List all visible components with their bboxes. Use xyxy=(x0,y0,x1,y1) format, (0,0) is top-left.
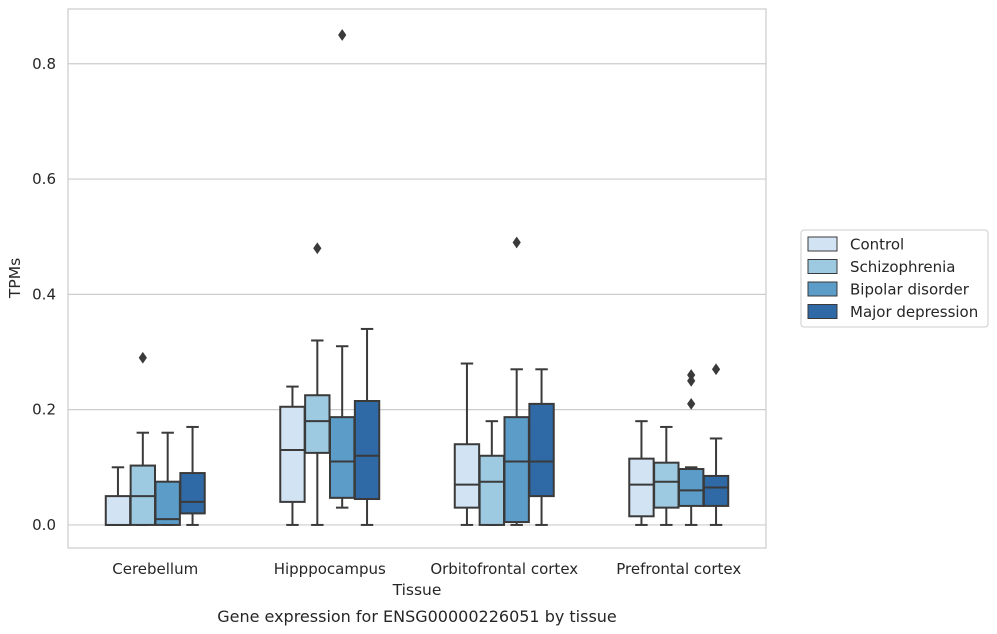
y-tick-label: 0.0 xyxy=(32,516,56,534)
box-schizophrenia-cerebellum xyxy=(129,351,157,526)
outlier-point xyxy=(338,29,347,41)
y-tick-label: 0.2 xyxy=(32,401,56,419)
box-iqr xyxy=(503,416,530,524)
box-bipolar-disorder-hipppocampus xyxy=(328,29,356,509)
outlier-point xyxy=(512,236,521,249)
box-schizophrenia-orbitofrontal-cortex xyxy=(478,420,506,526)
box-major-depression-orbitofrontal-cortex xyxy=(528,368,555,526)
box-iqr xyxy=(179,472,206,515)
figure-caption: Gene expression for ENSG00000226051 by t… xyxy=(217,607,617,626)
box-major-depression-cerebellum xyxy=(179,425,206,526)
box-iqr xyxy=(328,416,356,499)
plot-frame xyxy=(67,8,767,549)
outlier-point xyxy=(687,398,696,410)
box-series-layer xyxy=(104,29,730,526)
legend: Control Schizophrenia Bipolar disorder Majo… xyxy=(800,229,989,328)
legend-frame xyxy=(800,229,989,328)
box-schizophrenia-prefrontal-cortex xyxy=(653,425,680,526)
box-iqr xyxy=(154,480,181,526)
legend-label-schizophrenia: Schizophrenia xyxy=(850,258,955,276)
box-bipolar-disorder-prefrontal-cortex xyxy=(677,369,705,526)
box-iqr xyxy=(353,400,381,500)
box-iqr xyxy=(702,474,730,507)
box-major-depression-prefrontal-cortex xyxy=(702,363,730,526)
box-iqr xyxy=(453,443,481,509)
box-control-prefrontal-cortex xyxy=(628,420,655,526)
y-gridlines xyxy=(68,63,766,526)
box-iqr xyxy=(528,402,555,498)
legend-swatch-bipolar-disorder xyxy=(807,281,838,297)
x-axis-title: Tissue xyxy=(392,581,442,599)
outlier-point xyxy=(138,351,147,364)
box-control-cerebellum xyxy=(104,466,132,526)
x-tick-labels: Cerebellum Hipppocampus Orbitofrontal cort… xyxy=(112,560,741,578)
box-iqr xyxy=(104,495,132,526)
box-major-depression-hipppocampus xyxy=(353,327,381,526)
legend-swatch-major-depression xyxy=(807,304,838,319)
box-control-hipppocampus xyxy=(279,385,306,526)
x-tick-label: Prefrontal cortex xyxy=(616,560,741,578)
legend-swatch-control xyxy=(807,236,838,252)
y-tick-label: 0.8 xyxy=(32,55,56,73)
box-iqr xyxy=(279,405,306,503)
box-schizophrenia-hipppocampus xyxy=(304,242,331,526)
box-iqr xyxy=(478,454,506,526)
x-tick-label: Cerebellum xyxy=(112,560,198,578)
legend-label-bipolar-disorder: Bipolar disorder xyxy=(850,281,970,299)
y-tick-label: 0.6 xyxy=(32,170,56,188)
legend-label-major-depression: Major depression xyxy=(850,303,978,321)
outlier-point xyxy=(313,242,322,255)
outlier-point xyxy=(711,363,721,376)
box-control-orbitofrontal-cortex xyxy=(453,362,481,526)
legend-label-control: Control xyxy=(850,236,904,254)
box-iqr xyxy=(677,468,705,507)
x-tick-label: Orbitofrontal cortex xyxy=(430,560,578,578)
x-tick-label: Hipppocampus xyxy=(274,560,386,578)
y-axis-title: TPMs xyxy=(6,258,24,299)
y-tick-labels: 0.0 0.2 0.4 0.6 0.8 xyxy=(32,55,56,534)
box-iqr xyxy=(628,457,655,518)
box-bipolar-disorder-cerebellum xyxy=(154,431,181,526)
box-bipolar-disorder-orbitofrontal-cortex xyxy=(503,236,530,526)
outlier-point xyxy=(687,369,696,381)
legend-swatch-schizophrenia xyxy=(807,259,838,274)
box-iqr xyxy=(653,461,680,509)
y-tick-label: 0.4 xyxy=(32,285,56,303)
box-iqr xyxy=(304,394,331,454)
